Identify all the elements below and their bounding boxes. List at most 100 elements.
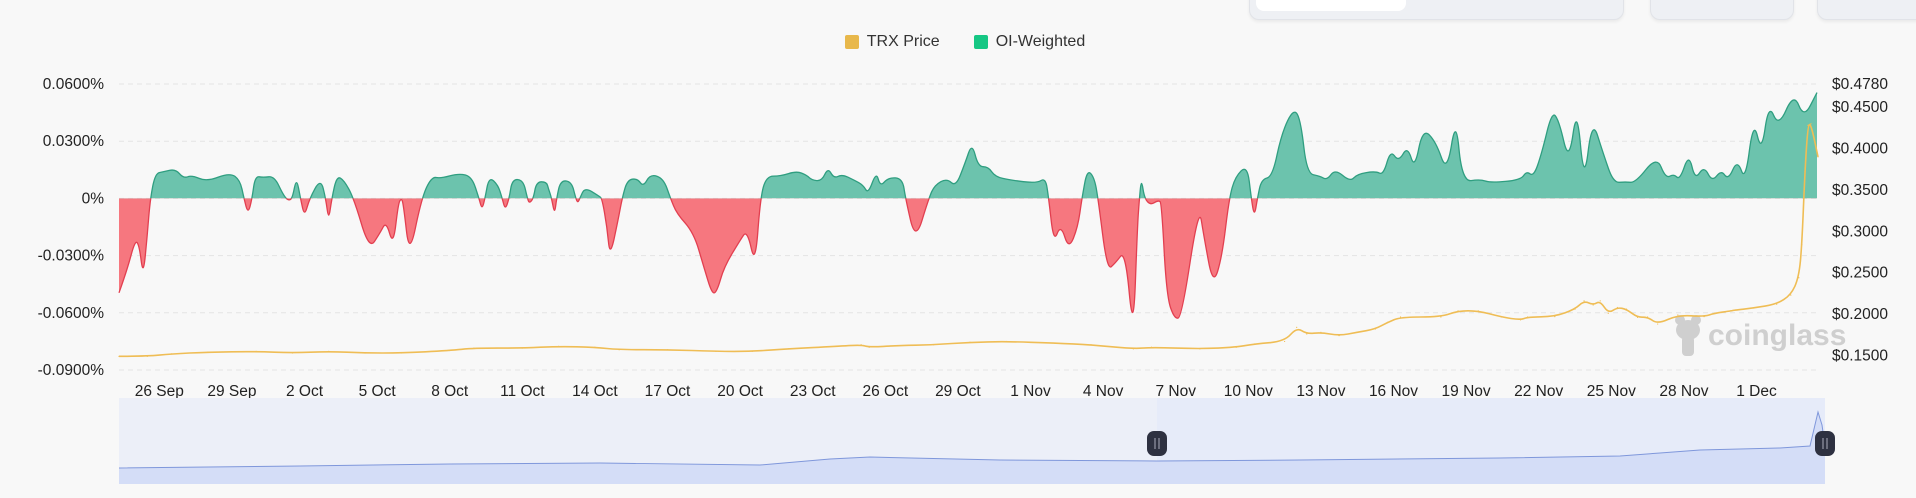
navigator-line — [118, 410, 1826, 469]
left-axis-tick-label: 0.0600% — [43, 76, 104, 93]
chart-legend: TRX Price OI-Weighted — [0, 33, 1916, 51]
x-axis-tick-label: 26 Sep — [135, 383, 184, 400]
trx-price-point — [751, 350, 753, 352]
trx-price-point — [1616, 306, 1618, 309]
trx-price-point — [1807, 124, 1809, 126]
right-axis-tick-label: $0.1500 — [1832, 348, 1888, 365]
trx-price-point — [1583, 300, 1585, 302]
x-axis-tick-label: 14 Oct — [572, 383, 618, 400]
trx-price-point — [1732, 309, 1734, 311]
oi-weighted-negative-line — [118, 198, 1259, 319]
trx-price-point — [1790, 294, 1792, 296]
x-axis-tick-label: 20 Oct — [717, 383, 763, 400]
trx-price-point — [328, 350, 330, 352]
trx-price-point — [1657, 323, 1659, 325]
trx-price-point — [836, 345, 838, 348]
trx-price-point — [1599, 300, 1601, 302]
trx-price-point — [1338, 335, 1340, 337]
right-axis-tick-label: $0.3000 — [1832, 223, 1888, 240]
x-axis-tick-label: 19 Nov — [1442, 383, 1491, 400]
left-y-axis: 0.0600% 0.0300% 0% -0.0300% -0.0600% -0.0900% — [38, 76, 105, 379]
coinglass-watermark: coinglass — [1675, 315, 1846, 356]
trx-price-point — [400, 352, 402, 354]
x-axis-tick-label: 29 Sep — [207, 383, 256, 400]
trx-price-point — [1730, 310, 1732, 312]
x-axis-tick-label: 4 Nov — [1083, 383, 1124, 400]
x-axis-tick-label: 8 Oct — [431, 383, 469, 400]
trx-price-point — [1320, 331, 1322, 333]
x-axis-tick-label: 22 Nov — [1514, 383, 1563, 400]
trx-price-point — [291, 352, 294, 354]
trx-price-point — [1235, 346, 1237, 348]
trx-price-point — [1713, 312, 1715, 314]
trx-price-point — [896, 344, 899, 347]
trx-price-point — [1817, 156, 1819, 158]
x-axis-tick-label: 13 Nov — [1296, 383, 1345, 400]
x-axis-tick-label: 29 Oct — [935, 383, 981, 400]
trx-price-point — [1054, 342, 1056, 344]
navigator-left-handle[interactable] — [1147, 431, 1167, 456]
range-navigator[interactable] — [118, 398, 1835, 484]
trx-price-point — [1592, 304, 1594, 306]
trx-price-point — [1574, 308, 1576, 310]
top-control-button[interactable] — [1817, 0, 1916, 20]
watermark-text: coinglass — [1708, 319, 1846, 352]
oi-weighted-positive-line — [150, 92, 1818, 199]
x-axis-tick-label: 17 Oct — [645, 383, 691, 400]
trx-price-point — [1636, 316, 1639, 319]
top-control-button[interactable] — [1650, 0, 1794, 20]
oi-weighted-positive-area — [150, 92, 1817, 199]
trx-price-point — [1386, 321, 1389, 324]
top-control-active-segment[interactable] — [1256, 0, 1406, 11]
right-axis-tick-label: $0.4780 — [1832, 76, 1888, 93]
trx-price-point — [118, 355, 120, 357]
trx-price-point — [969, 341, 971, 343]
x-axis-tick-label: 28 Nov — [1659, 383, 1708, 400]
navigator-right-handle[interactable] — [1815, 431, 1835, 456]
trx-price-point — [1477, 310, 1479, 312]
trx-price-point — [1801, 243, 1803, 246]
trx-price-point — [1646, 316, 1649, 318]
right-axis-tick-label: $0.4000 — [1832, 141, 1888, 158]
legend-label: TRX Price — [866, 33, 940, 50]
trx-price-point — [146, 355, 148, 357]
oi-weighted-negative-area — [119, 198, 1817, 319]
legend-item-oi-weighted[interactable]: OI-Weighted — [960, 33, 1085, 51]
coinglass-logo-icon — [1675, 315, 1701, 356]
trx-price-point — [473, 347, 475, 349]
left-axis-tick-label: 0% — [82, 190, 105, 207]
trx-price-point — [1374, 328, 1376, 330]
legend-swatch-oi-weighted — [973, 35, 988, 49]
trx-price-point — [1625, 308, 1628, 310]
trx-price-point — [1399, 316, 1402, 318]
trx-price-point — [1519, 319, 1522, 321]
x-axis-tick-label: 1 Dec — [1736, 383, 1777, 400]
x-axis-tick-label: 11 Oct — [500, 383, 545, 400]
trx-price-point — [666, 349, 669, 351]
trx-price-point — [1306, 333, 1308, 335]
left-axis-tick-label: -0.0300% — [38, 248, 105, 265]
trx-price-point — [594, 346, 596, 348]
trx-price-point — [170, 353, 173, 355]
right-axis-tick-label: $0.3500 — [1832, 182, 1888, 199]
left-axis-tick-label: -0.0900% — [38, 362, 105, 379]
right-y-axis: $0.4780 $0.4500 $0.4000 $0.3500 $0.3000 $0.25… — [1832, 76, 1888, 365]
trx-price-point — [558, 345, 560, 348]
x-axis-tick-label: 5 Oct — [359, 383, 397, 400]
legend-item-trx-price[interactable]: TRX Price — [831, 33, 940, 51]
trx-price-point — [715, 350, 717, 352]
trx-price-line — [118, 123, 1819, 358]
trx-price-point — [1703, 316, 1705, 318]
legend-swatch-trx-price — [844, 35, 859, 49]
right-axis-tick-label: $0.2500 — [1832, 265, 1888, 282]
trx-price-point — [787, 348, 790, 350]
trx-price-point — [1296, 326, 1298, 328]
trx-price-point — [1776, 303, 1778, 305]
top-control-group[interactable] — [1249, 0, 1624, 20]
x-axis-tick-label: 25 Nov — [1587, 383, 1636, 400]
navigator-area — [119, 412, 1825, 484]
trx-price-point — [364, 352, 366, 354]
trx-price-point — [1677, 314, 1679, 316]
right-axis-tick-label: $0.2000 — [1832, 306, 1888, 323]
